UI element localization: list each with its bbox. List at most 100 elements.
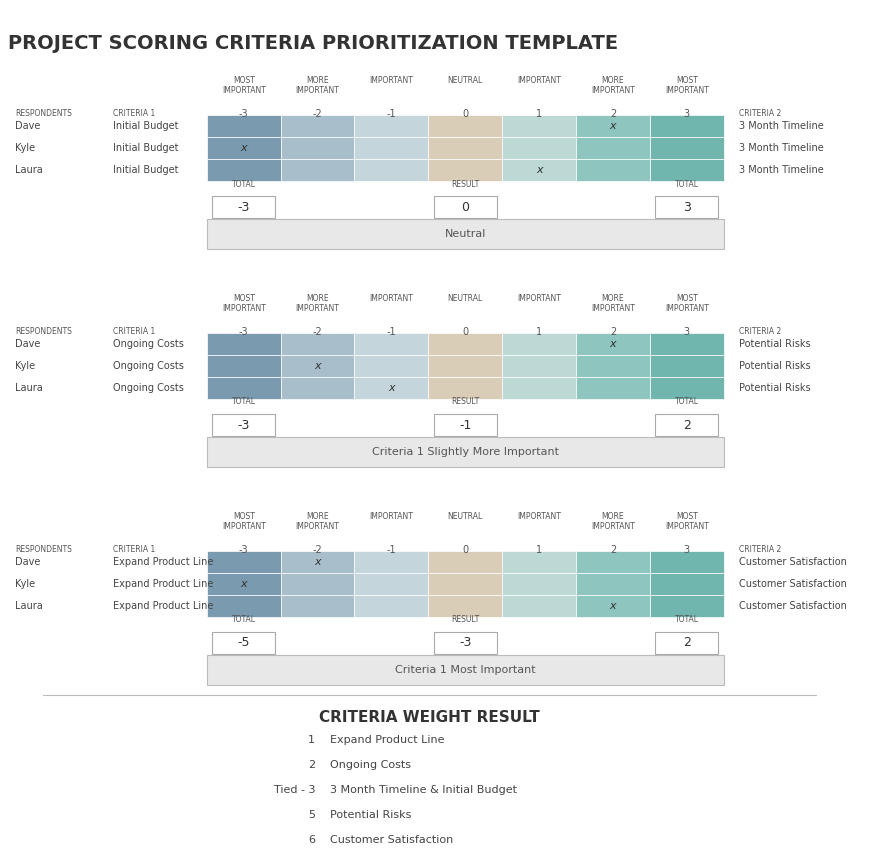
- Bar: [212, 414, 275, 436]
- Bar: [650, 377, 724, 399]
- Bar: [207, 377, 281, 399]
- Bar: [212, 632, 275, 654]
- Text: Dave: Dave: [15, 339, 40, 349]
- Bar: [212, 196, 275, 218]
- Text: 2: 2: [308, 760, 315, 770]
- Text: Customer Satisfaction: Customer Satisfaction: [739, 557, 847, 567]
- Text: CRITERIA 2: CRITERIA 2: [739, 110, 780, 119]
- Bar: [650, 115, 724, 137]
- Text: MORE
IMPORTANT: MORE IMPORTANT: [591, 76, 635, 95]
- Text: IMPORTANT: IMPORTANT: [370, 294, 413, 303]
- Text: 3 Month Timeline & Initial Budget: 3 Month Timeline & Initial Budget: [330, 785, 517, 795]
- Bar: [428, 115, 502, 137]
- Text: -3: -3: [239, 327, 249, 337]
- Text: Ongoing Costs: Ongoing Costs: [113, 339, 184, 349]
- Bar: [281, 115, 355, 137]
- Text: 3 Month Timeline: 3 Month Timeline: [739, 165, 823, 175]
- Text: x: x: [610, 121, 617, 131]
- Text: x: x: [314, 557, 321, 567]
- Text: RESPONDENTS: RESPONDENTS: [15, 110, 72, 119]
- Bar: [428, 377, 502, 399]
- Text: Kyle: Kyle: [15, 361, 35, 371]
- Bar: [207, 573, 281, 595]
- Text: Customer Satisfaction: Customer Satisfaction: [739, 579, 847, 589]
- Bar: [502, 551, 576, 573]
- Bar: [576, 159, 650, 181]
- Bar: [576, 355, 650, 377]
- Text: CRITERIA 1: CRITERIA 1: [113, 546, 155, 554]
- Text: MOST
IMPORTANT: MOST IMPORTANT: [665, 294, 709, 313]
- Text: RESPONDENTS: RESPONDENTS: [15, 546, 72, 554]
- Text: 5: 5: [308, 810, 315, 820]
- Bar: [281, 159, 355, 181]
- Text: IMPORTANT: IMPORTANT: [370, 76, 413, 85]
- Bar: [281, 377, 355, 399]
- Bar: [355, 551, 428, 573]
- Text: -3: -3: [237, 200, 250, 213]
- Bar: [428, 333, 502, 355]
- Text: Potential Risks: Potential Risks: [330, 810, 412, 820]
- Bar: [207, 595, 281, 617]
- Text: 3: 3: [684, 545, 690, 555]
- Text: IMPORTANT: IMPORTANT: [517, 76, 561, 85]
- Bar: [650, 355, 724, 377]
- Text: -1: -1: [386, 545, 396, 555]
- Bar: [502, 137, 576, 159]
- Bar: [281, 595, 355, 617]
- Bar: [434, 414, 497, 436]
- Text: Expand Product Line: Expand Product Line: [113, 579, 214, 589]
- Text: CRITERIA 1: CRITERIA 1: [113, 328, 155, 336]
- Text: x: x: [535, 165, 542, 175]
- Text: MORE
IMPORTANT: MORE IMPORTANT: [591, 512, 635, 531]
- Bar: [502, 595, 576, 617]
- Text: TOTAL: TOTAL: [232, 397, 255, 407]
- Bar: [428, 573, 502, 595]
- Text: Tied - 3: Tied - 3: [274, 785, 315, 795]
- Bar: [355, 595, 428, 617]
- Text: IMPORTANT: IMPORTANT: [517, 512, 561, 521]
- Text: NEUTRAL: NEUTRAL: [447, 512, 483, 521]
- Text: MOST
IMPORTANT: MOST IMPORTANT: [221, 294, 266, 313]
- Text: MORE
IMPORTANT: MORE IMPORTANT: [296, 76, 339, 95]
- Text: Criteria 1 Slightly More Important: Criteria 1 Slightly More Important: [371, 447, 559, 457]
- Text: 2: 2: [610, 109, 617, 119]
- Text: x: x: [610, 339, 617, 349]
- Bar: [207, 355, 281, 377]
- Text: MORE
IMPORTANT: MORE IMPORTANT: [296, 294, 339, 313]
- Bar: [656, 414, 719, 436]
- Bar: [502, 355, 576, 377]
- Text: Initial Budget: Initial Budget: [113, 165, 179, 175]
- Bar: [650, 137, 724, 159]
- Text: -1: -1: [386, 109, 396, 119]
- Text: Dave: Dave: [15, 121, 40, 131]
- Bar: [434, 632, 497, 654]
- Bar: [502, 159, 576, 181]
- Bar: [207, 551, 281, 573]
- Text: MOST
IMPORTANT: MOST IMPORTANT: [665, 512, 709, 531]
- Text: 3: 3: [684, 109, 690, 119]
- Text: Kyle: Kyle: [15, 143, 35, 153]
- Text: 2: 2: [683, 419, 691, 431]
- Text: CRITERIA 2: CRITERIA 2: [739, 546, 780, 554]
- Bar: [207, 333, 281, 355]
- Bar: [502, 115, 576, 137]
- Bar: [207, 159, 281, 181]
- Bar: [281, 355, 355, 377]
- Text: -1: -1: [459, 419, 472, 431]
- Text: RESULT: RESULT: [451, 616, 480, 625]
- Text: -1: -1: [386, 327, 396, 337]
- Bar: [428, 137, 502, 159]
- Bar: [355, 573, 428, 595]
- Text: 3: 3: [684, 327, 690, 337]
- Bar: [650, 573, 724, 595]
- Text: IMPORTANT: IMPORTANT: [370, 512, 413, 521]
- Text: -2: -2: [313, 109, 323, 119]
- Bar: [576, 551, 650, 573]
- Bar: [576, 137, 650, 159]
- Text: 1: 1: [308, 735, 315, 745]
- Text: PROJECT SCORING CRITERIA PRIORITIZATION TEMPLATE: PROJECT SCORING CRITERIA PRIORITIZATION …: [8, 34, 618, 53]
- Text: x: x: [388, 383, 395, 393]
- Text: Initial Budget: Initial Budget: [113, 121, 179, 131]
- Text: Potential Risks: Potential Risks: [739, 361, 810, 371]
- Text: -2: -2: [313, 545, 323, 555]
